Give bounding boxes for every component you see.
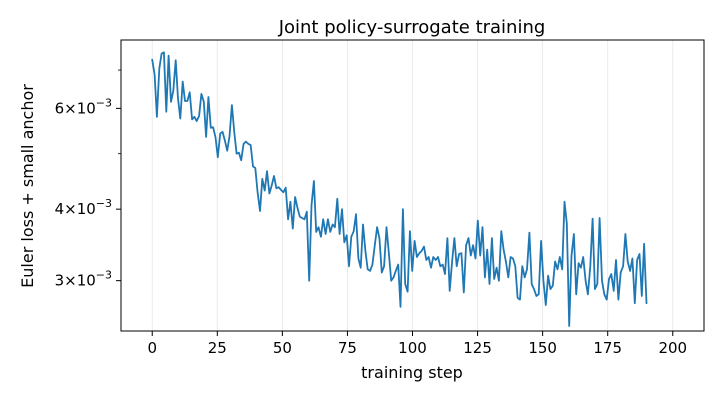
x-tick-label: 25 <box>208 339 227 357</box>
series-line-0 <box>151 51 648 327</box>
y-tick-label: 6×10−3 <box>55 96 112 117</box>
y-axis: 3×10−34×10−36×10−3 <box>55 69 121 290</box>
x-axis: 0 25 50 75 100 125 150 175 200 <box>147 331 687 357</box>
y-tick-label: 4×10−3 <box>55 197 112 218</box>
x-tick-label: 50 <box>273 339 292 357</box>
y-tick-mantissa: 6×10 <box>55 99 96 117</box>
y-tick-exponent: −3 <box>96 96 112 109</box>
y-tick-exponent: −3 <box>96 269 112 282</box>
x-tick-label: 0 <box>147 339 157 357</box>
series-layer <box>151 51 648 327</box>
y-tick-mantissa: 3×10 <box>55 272 96 290</box>
x-tick-label: 200 <box>658 339 687 357</box>
x-tick-label: 125 <box>463 339 492 357</box>
grid-layer <box>151 40 674 331</box>
y-tick-mantissa: 4×10 <box>55 200 96 218</box>
x-tick-label: 175 <box>593 339 622 357</box>
x-tick-label: 100 <box>398 339 427 357</box>
y-axis-label: Euler loss + small anchor <box>18 84 37 288</box>
y-tick-exponent: −3 <box>96 197 112 210</box>
x-tick-label: 75 <box>338 339 357 357</box>
y-tick-label: 3×10−3 <box>55 269 112 290</box>
x-axis-label: training step <box>361 363 463 382</box>
chart-title: Joint policy-surrogate training <box>278 17 546 38</box>
x-tick-label: 150 <box>528 339 557 357</box>
